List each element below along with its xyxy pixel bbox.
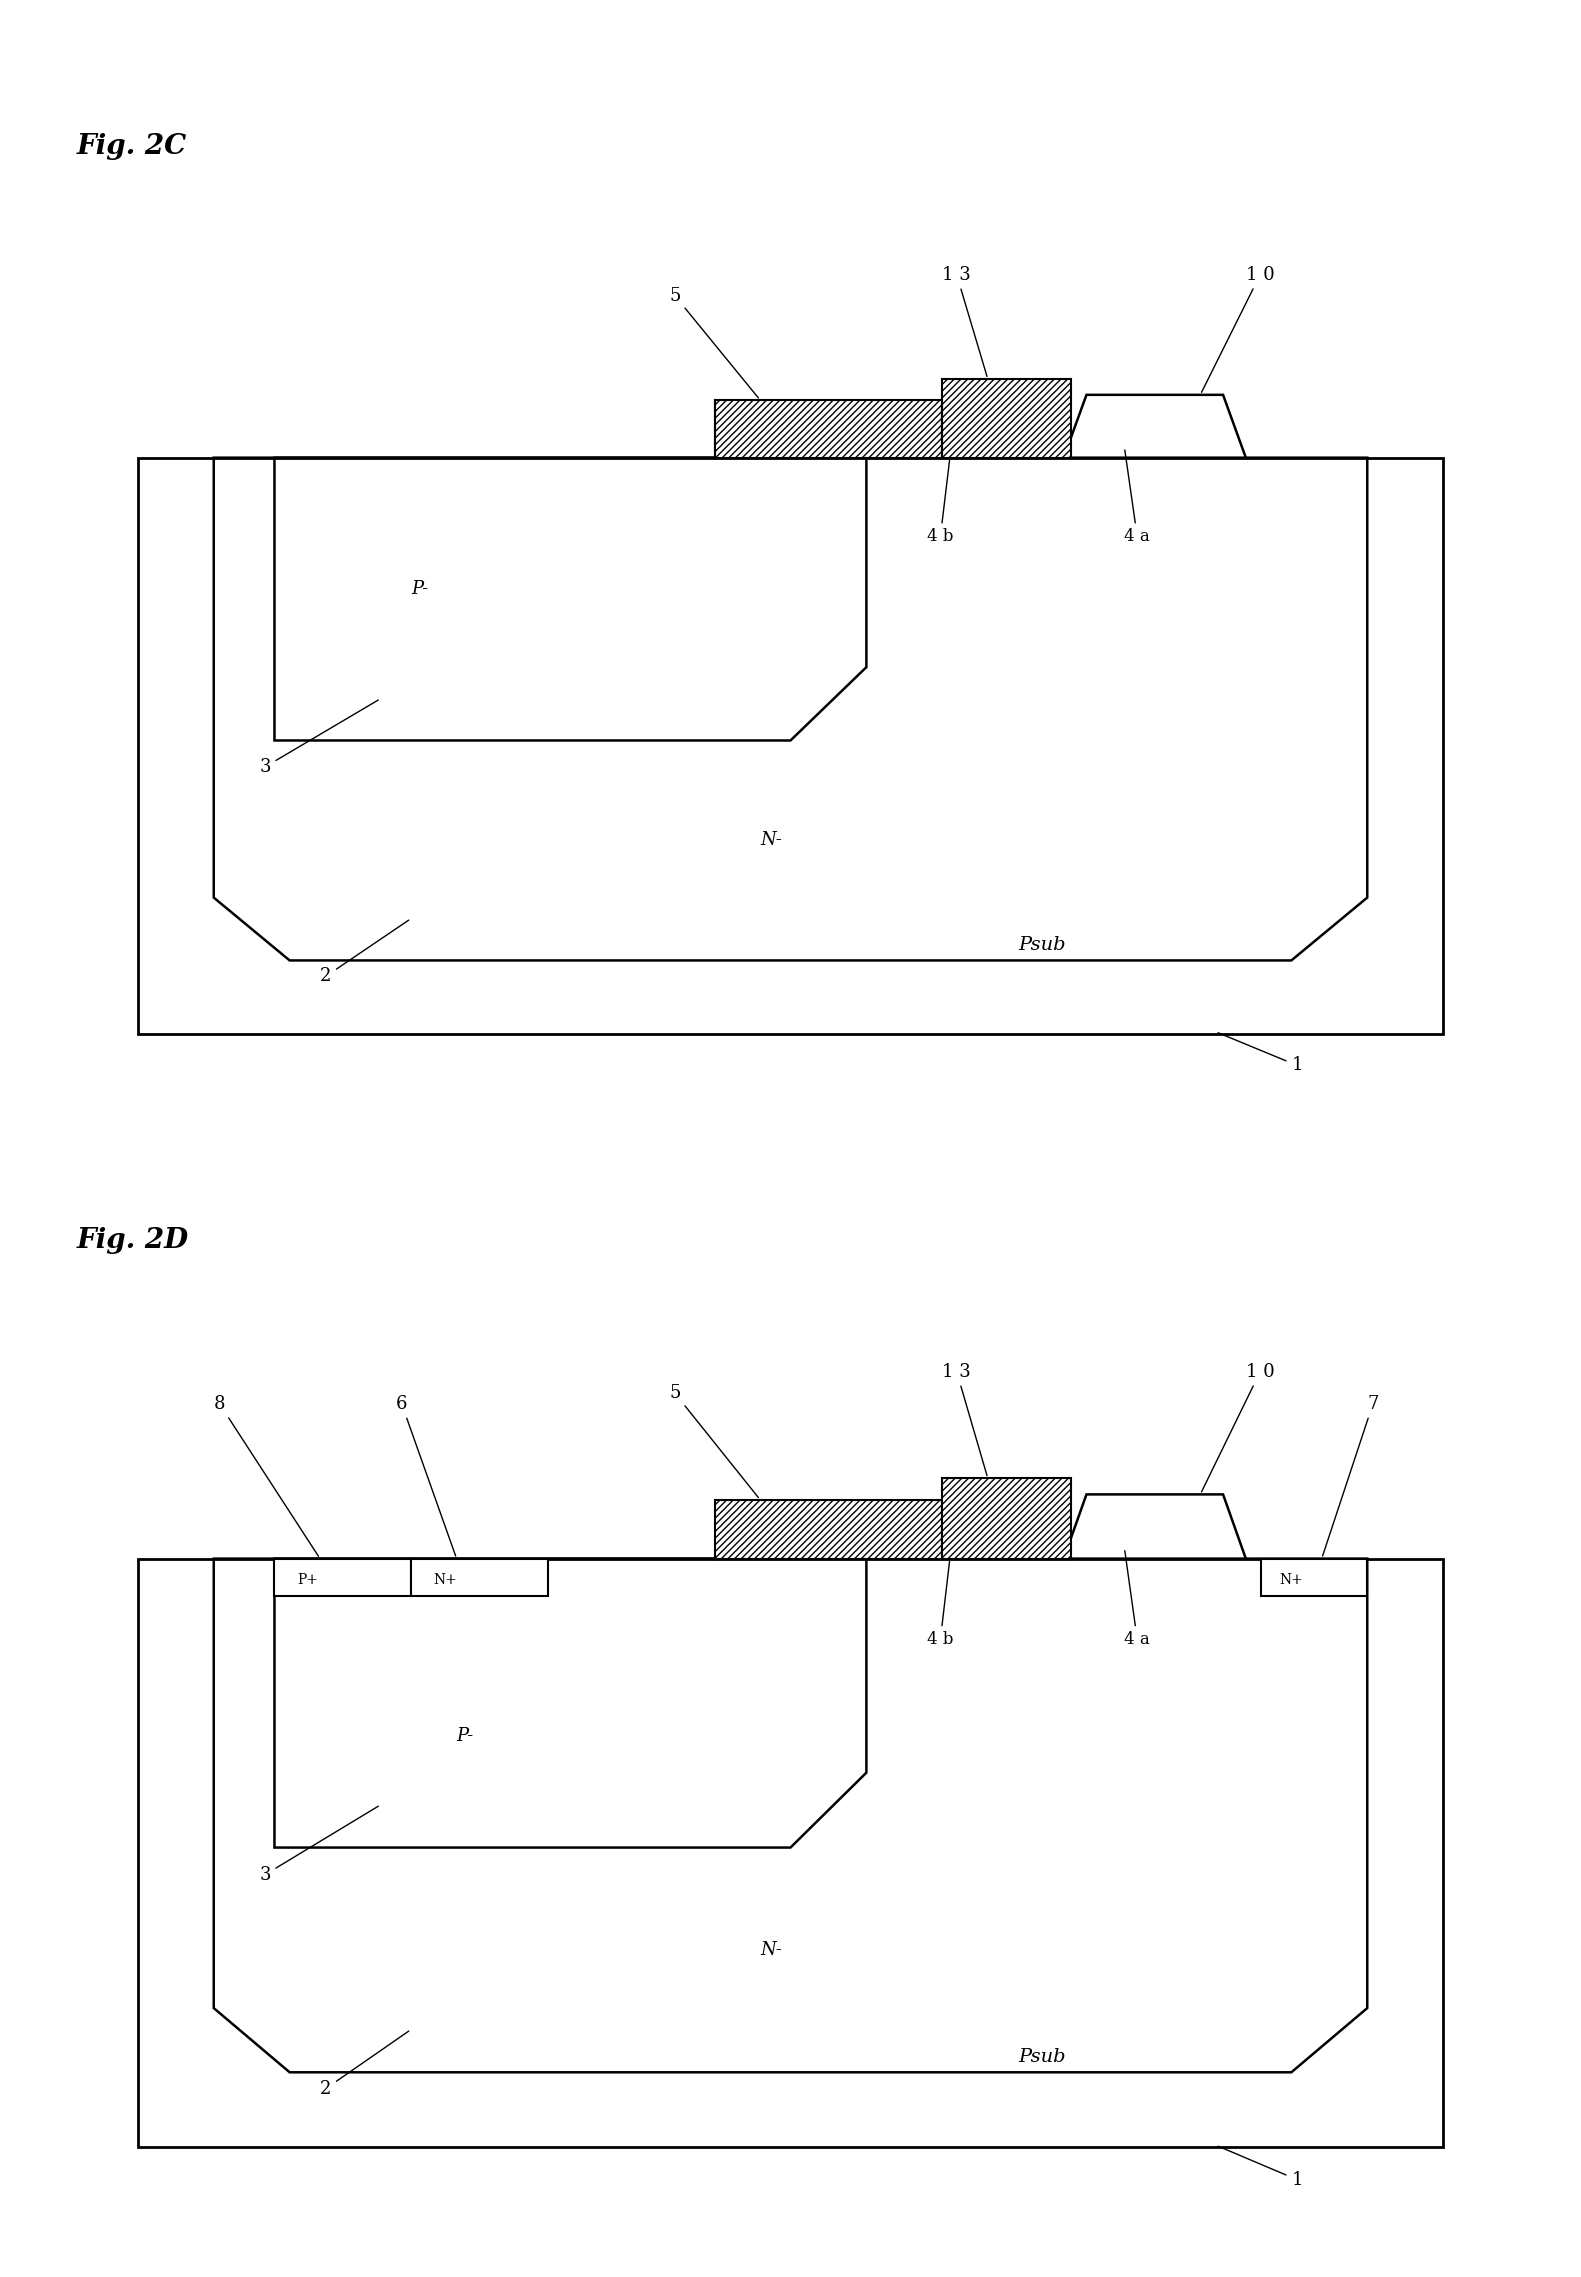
Polygon shape (275, 1557, 866, 1847)
Text: 1: 1 (1217, 2147, 1303, 2188)
Text: P-: P- (457, 1726, 474, 1744)
Bar (1262, 1557, 1368, 1596)
Polygon shape (213, 458, 1368, 961)
Text: 1 3: 1 3 (942, 266, 987, 376)
Polygon shape (275, 458, 866, 740)
Text: N+: N+ (1279, 1573, 1303, 1587)
Text: Fig. 2C: Fig. 2C (77, 132, 188, 159)
Text: 1 3: 1 3 (942, 1362, 987, 1475)
Text: P-: P- (411, 581, 428, 599)
Text: P+: P+ (297, 1573, 318, 1587)
Text: 4 a: 4 a (1124, 1551, 1149, 1649)
Text: 4 b: 4 b (926, 460, 953, 546)
Text: 5: 5 (669, 287, 759, 398)
Text: 4 b: 4 b (926, 1562, 953, 1649)
Polygon shape (1064, 1494, 1246, 1557)
Text: Psub: Psub (1018, 2047, 1066, 2065)
Bar (411, 1557, 547, 1596)
Text: 8: 8 (213, 1396, 318, 1555)
Polygon shape (138, 458, 1443, 1034)
Text: 1 0: 1 0 (1202, 266, 1274, 392)
Polygon shape (1064, 394, 1246, 458)
Text: 7: 7 (1323, 1396, 1379, 1555)
Text: 2: 2 (319, 920, 409, 986)
Text: 5: 5 (669, 1384, 759, 1498)
Text: N+: N+ (433, 1573, 457, 1587)
Text: 1: 1 (1217, 1034, 1303, 1075)
Text: 3: 3 (259, 699, 378, 776)
Text: N-: N- (760, 1940, 783, 1958)
Text: 6: 6 (395, 1396, 455, 1555)
Bar (715, 401, 942, 458)
Text: 2: 2 (319, 2031, 409, 2097)
Text: 1 0: 1 0 (1202, 1362, 1274, 1491)
Text: 3: 3 (259, 1806, 378, 1883)
Text: Psub: Psub (1018, 936, 1066, 954)
Polygon shape (213, 1557, 1368, 2072)
Text: N-: N- (760, 831, 783, 849)
Bar (275, 1557, 411, 1596)
Bar (942, 378, 1072, 458)
Text: Fig. 2D: Fig. 2D (77, 1227, 190, 1255)
Text: 4 a: 4 a (1124, 451, 1149, 546)
Polygon shape (138, 1557, 1443, 2147)
Bar (942, 1478, 1072, 1557)
Bar (715, 1501, 942, 1557)
